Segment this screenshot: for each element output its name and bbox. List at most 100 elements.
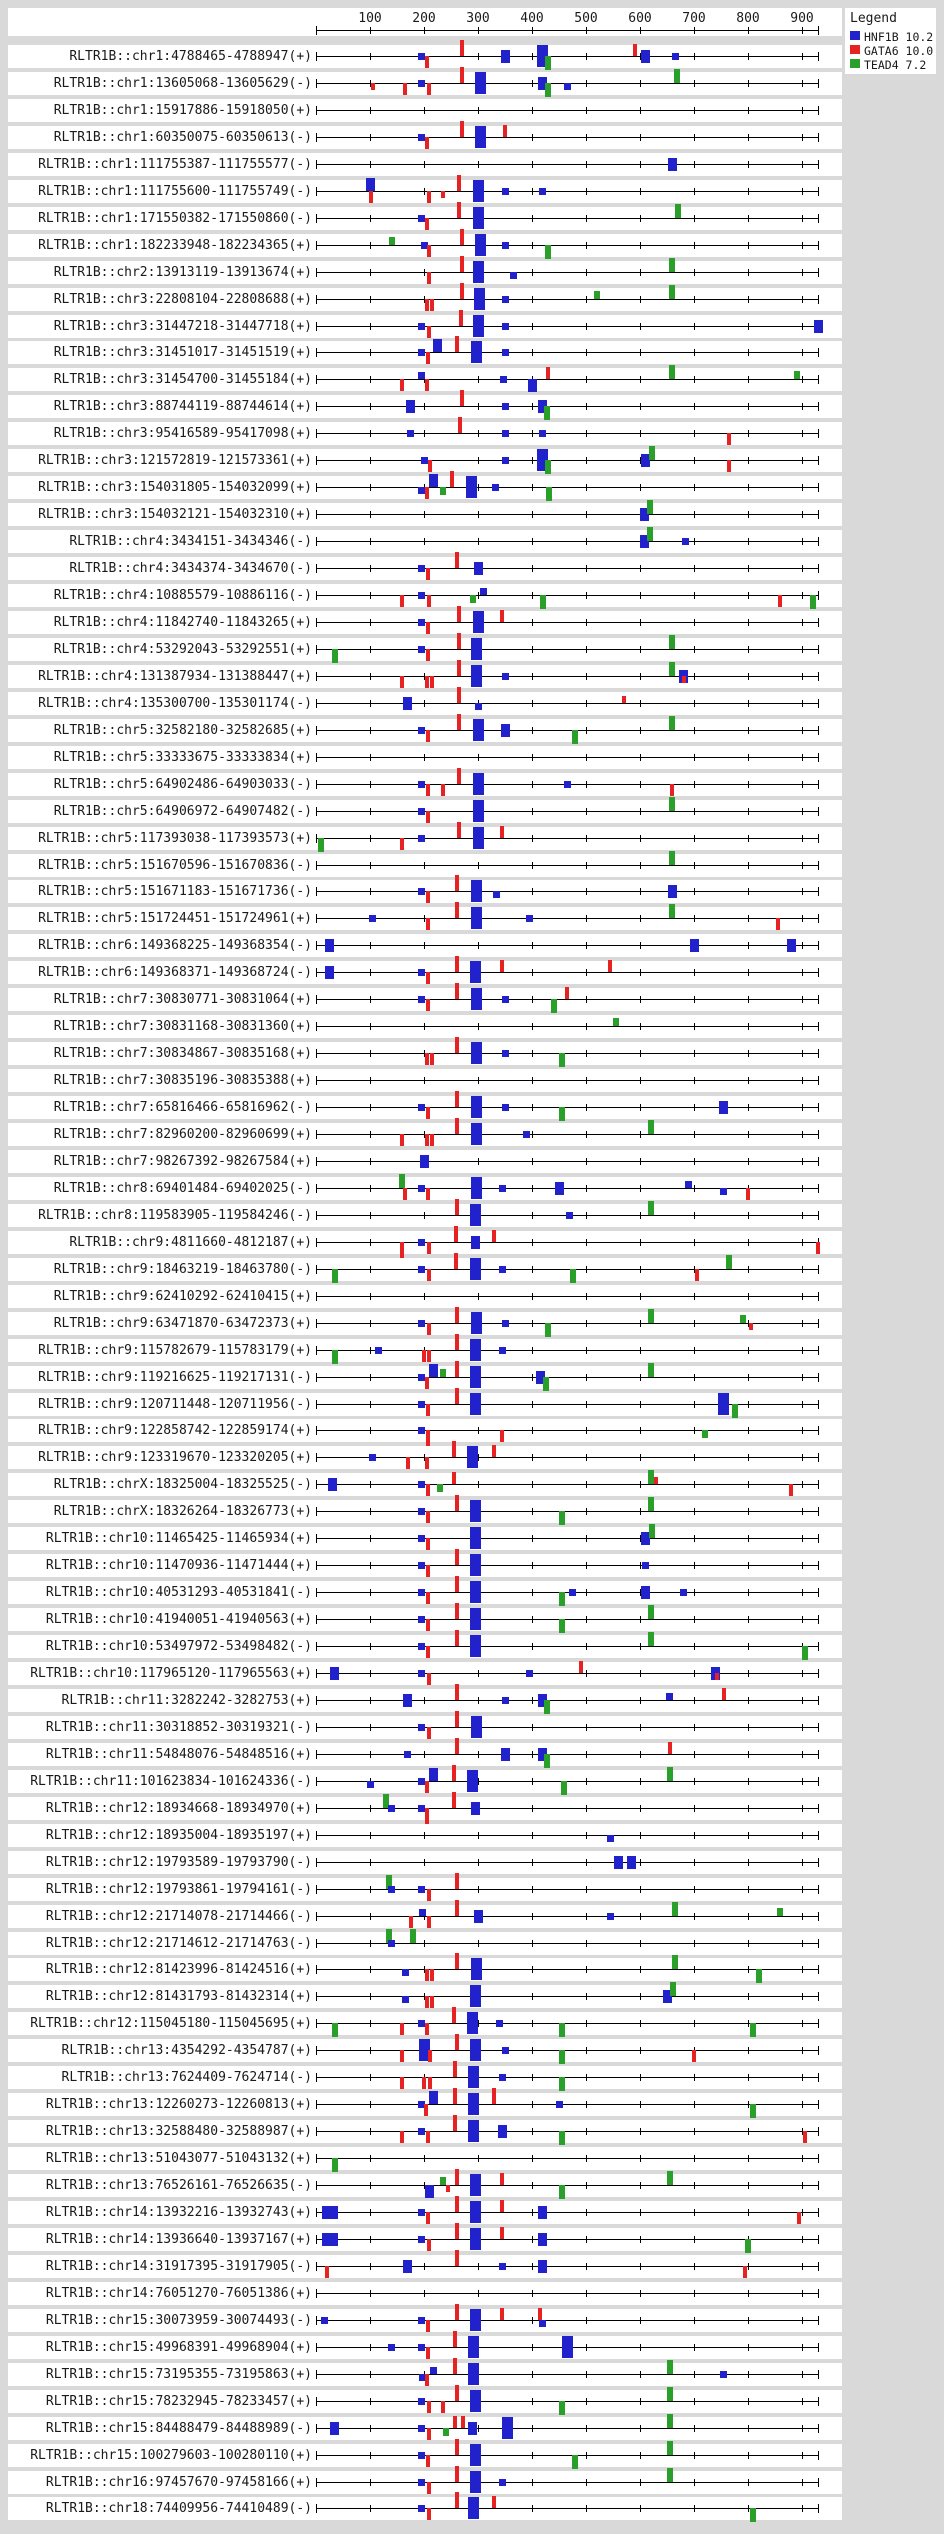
- track-tick: [694, 1697, 695, 1704]
- hnf1b-marker: [429, 1768, 438, 1781]
- tead4-marker: [559, 1053, 565, 1067]
- hnf1b-marker: [467, 2012, 478, 2034]
- hnf1b-marker: [471, 1123, 482, 1145]
- legend-entry-label: HNF1B 10.2: [864, 30, 934, 44]
- track-tick: [586, 1670, 587, 1677]
- track-tick: [478, 1832, 479, 1839]
- track-tick: [640, 2479, 641, 2486]
- track-tick: [802, 1454, 803, 1461]
- track-tick: [532, 2128, 533, 2135]
- track-tick: [694, 754, 695, 761]
- track-tick: [748, 457, 749, 464]
- track-row: RLTR1B::chr7:30831168-30831360(+): [8, 1015, 842, 1038]
- track-label: RLTR1B::chr10:53497972-53498482(-): [45, 1639, 312, 1654]
- track-tick: [532, 1481, 533, 1488]
- track-label: RLTR1B::chr3:31447218-31447718(+): [53, 319, 312, 334]
- track-row: RLTR1B::chr10:53497972-53498482(-): [8, 1630, 842, 1660]
- track-row: RLTR1B::chr10:11470936-11471444(+): [8, 1549, 842, 1577]
- hnf1b-marker: [418, 2128, 425, 2135]
- gata6-marker: [400, 2050, 404, 2062]
- gata6-marker: [492, 1230, 496, 1242]
- track-tick: [532, 2047, 533, 2054]
- track-tick: [424, 1940, 425, 1947]
- tead4-marker: [794, 371, 800, 379]
- track-line: [316, 406, 818, 407]
- track-tick: [532, 1158, 533, 1165]
- tead4-marker: [649, 446, 655, 460]
- track-tick: [370, 942, 371, 949]
- track-tick: [694, 2155, 695, 2162]
- hnf1b-marker: [325, 939, 334, 952]
- tead4-marker: [674, 69, 680, 83]
- track-tick: [424, 700, 425, 707]
- track-tick: [586, 161, 587, 168]
- axis-end-cap: [818, 26, 819, 35]
- track-tick: [802, 781, 803, 788]
- track-end-cap: [316, 1373, 317, 1382]
- track-tick: [694, 161, 695, 168]
- track-tick: [694, 2505, 695, 2512]
- track-tick: [802, 2128, 803, 2135]
- track-row: RLTR1B::chr3:31454700-31455184(+): [8, 365, 842, 392]
- hnf1b-marker: [418, 1508, 425, 1515]
- gata6-marker: [457, 714, 461, 730]
- gata6-marker: [425, 1134, 429, 1146]
- track-tick: [586, 1724, 587, 1731]
- hnf1b-marker: [641, 50, 650, 63]
- track-tick: [370, 646, 371, 653]
- hnf1b-marker: [325, 966, 334, 979]
- track-tick: [532, 835, 533, 842]
- track-tick: [694, 1293, 695, 1300]
- gata6-marker: [492, 2088, 496, 2104]
- track-row: RLTR1B::chr13:32588480-32588987(+): [8, 2115, 842, 2145]
- hnf1b-marker: [418, 2479, 425, 2486]
- track-tick: [532, 1940, 533, 1947]
- legend-title: Legend: [850, 11, 897, 26]
- hnf1b-marker: [538, 2260, 547, 2273]
- track-end-cap: [316, 537, 317, 546]
- track-end-cap: [818, 995, 819, 1004]
- track-line: [316, 1592, 818, 1593]
- track-tick: [748, 430, 749, 437]
- gata6-marker: [452, 1765, 456, 1781]
- track-tick: [748, 673, 749, 680]
- track-tick: [370, 1913, 371, 1920]
- track-tick: [586, 2128, 587, 2135]
- track-tick: [370, 1508, 371, 1515]
- hnf1b-marker: [502, 673, 509, 680]
- track-label: RLTR1B::chr4:3434374-3434670(-): [69, 561, 312, 576]
- track-tick: [586, 1239, 587, 1246]
- track-tick: [370, 1239, 371, 1246]
- track-line: [316, 2158, 818, 2159]
- track-end-cap: [316, 1238, 317, 1247]
- track-tick: [424, 161, 425, 168]
- hnf1b-marker: [418, 1805, 425, 1812]
- tead4-marker: [545, 83, 551, 97]
- gata6-marker: [426, 918, 430, 930]
- track-tick: [802, 1212, 803, 1219]
- track-tick: [370, 1427, 371, 1434]
- hnf1b-marker: [526, 1670, 533, 1677]
- track-line: [316, 1996, 818, 1997]
- track-end-cap: [818, 1346, 819, 1355]
- gata6-marker: [500, 1430, 504, 1442]
- track-tick: [694, 646, 695, 653]
- hnf1b-marker: [663, 1990, 672, 2003]
- track-end-cap: [818, 780, 819, 789]
- track-tick: [802, 2371, 803, 2378]
- track-tick: [748, 2398, 749, 2405]
- track-tick: [640, 2236, 641, 2243]
- track-label: RLTR1B::chr9:18463219-18463780(-): [53, 1262, 312, 1277]
- track-line: [316, 1700, 818, 1701]
- track-tick: [748, 1535, 749, 1542]
- track-tick: [532, 161, 533, 168]
- track-end-cap: [818, 645, 819, 654]
- hnf1b-marker: [418, 53, 425, 60]
- tead4-marker: [647, 527, 653, 541]
- track-tick: [640, 1616, 641, 1623]
- track-label: RLTR1B::chr1:171550382-171550860(-): [38, 211, 312, 226]
- track-end-cap: [316, 1022, 317, 1031]
- hnf1b-marker: [496, 2020, 503, 2027]
- track-tick: [748, 2128, 749, 2135]
- track-tick: [532, 511, 533, 518]
